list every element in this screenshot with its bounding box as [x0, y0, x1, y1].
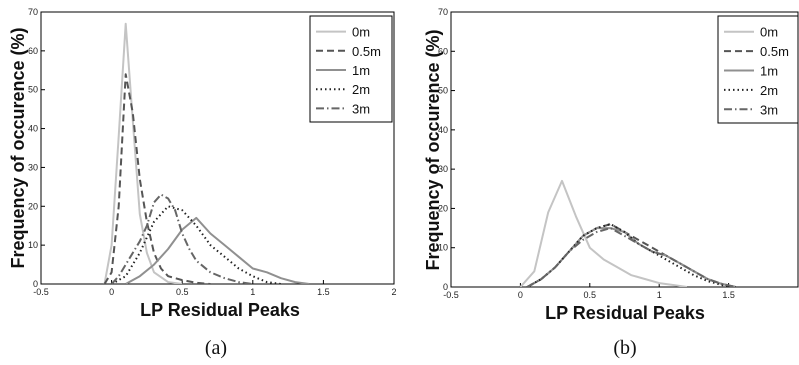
y-tick-label: 50: [28, 85, 38, 95]
x-tick-label: 1: [250, 287, 255, 297]
y-tick-label: 20: [438, 203, 448, 213]
series-line-3m: [526, 227, 736, 287]
legend-entry-label: 3m: [352, 101, 370, 116]
legend-entry-label: 1m: [760, 64, 778, 79]
legend-entry-label: 1m: [352, 63, 370, 78]
series-line-0m: [519, 179, 688, 287]
x-tick-label: 1.5: [722, 290, 735, 300]
x-tick-label: 1.5: [317, 287, 330, 297]
panel-caption: (a): [205, 337, 227, 359]
series-line-0.5m: [103, 73, 211, 284]
legend-entry-label: 0m: [760, 25, 778, 40]
y-tick-label: 0: [443, 282, 448, 292]
y-tick-label: 30: [438, 164, 448, 174]
x-tick-label: 0: [518, 290, 523, 300]
legend-entry-label: 0m: [352, 25, 370, 40]
series-line-3m: [110, 193, 253, 284]
x-tick-label: 2: [391, 287, 396, 297]
y-axis-label: Frequency of occurence (%): [423, 29, 443, 270]
y-tick-label: 30: [28, 162, 38, 172]
legend: 0m 0.5m 1m 2m 3m: [717, 15, 799, 124]
y-axis-label: Frequency of occurence (%): [8, 27, 28, 268]
legend-entry-label: 0.5m: [352, 44, 381, 59]
y-tick-label: 60: [28, 46, 38, 56]
y-tick-label: 40: [438, 125, 448, 135]
x-tick-label: -0.5: [33, 287, 49, 297]
x-tick-label: 1: [657, 290, 662, 300]
legend-entry-label: 3m: [760, 102, 778, 117]
x-tick-label: 0: [109, 287, 114, 297]
y-tick-label: 50: [438, 86, 448, 96]
x-tick-label: 0.5: [176, 287, 189, 297]
series-line-1m: [125, 216, 310, 284]
y-tick-label: 70: [28, 7, 38, 17]
series-line-2m: [526, 223, 736, 287]
panel-caption: (b): [613, 337, 636, 359]
legend-entry-label: 2m: [352, 82, 370, 97]
y-tick-label: 20: [28, 201, 38, 211]
x-axis-label: LP Residual Peaks: [545, 303, 705, 323]
y-tick-label: 70: [438, 7, 448, 17]
y-tick-label: 40: [28, 124, 38, 134]
x-tick-label: -0.5: [443, 290, 459, 300]
series-line-0m: [103, 22, 183, 284]
legend-entry-label: 0.5m: [760, 44, 789, 59]
legend-entry-label: 2m: [760, 83, 778, 98]
x-tick-label: 0.5: [584, 290, 597, 300]
y-tick-label: 10: [28, 240, 38, 250]
y-tick-label: 10: [438, 243, 448, 253]
y-tick-label: 60: [438, 46, 448, 56]
y-tick-label: 0: [33, 279, 38, 289]
x-axis-label: LP Residual Peaks: [140, 300, 300, 320]
legend: 0m 0.5m 1m 2m 3m: [309, 15, 393, 123]
